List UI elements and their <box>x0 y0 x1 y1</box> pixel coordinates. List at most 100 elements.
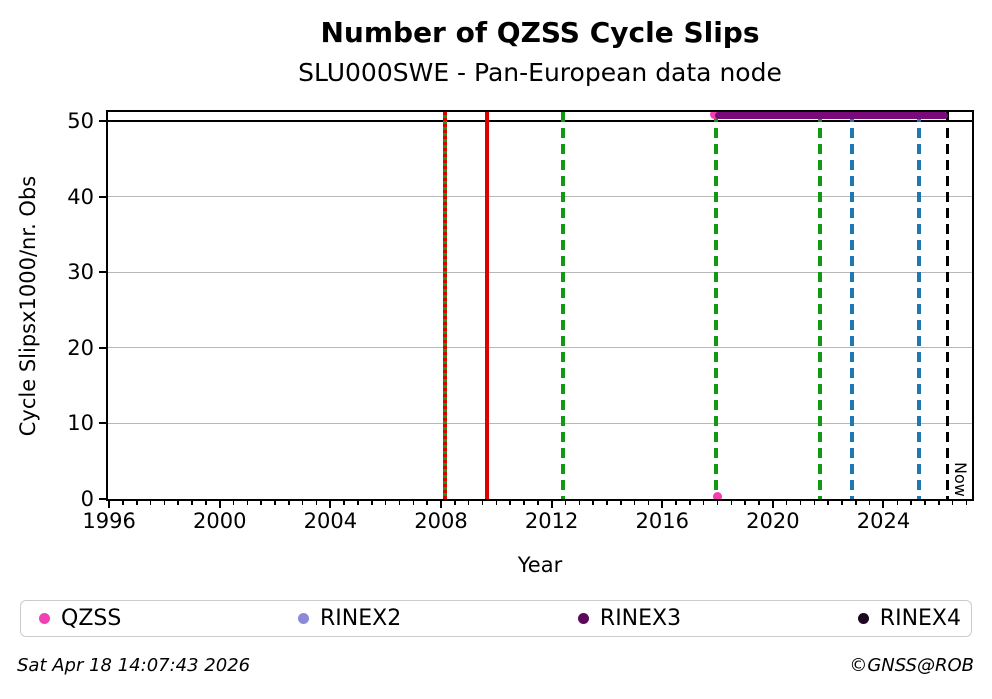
x-minor-tick <box>730 501 733 505</box>
chart-subtitle: SLU000SWE - Pan-European data node <box>298 58 782 87</box>
x-minor-tick <box>412 501 415 505</box>
y-tick-label: 20 <box>67 335 94 360</box>
x-minor-tick <box>495 501 498 505</box>
x-minor-tick <box>191 501 193 505</box>
x-minor-tick <box>523 501 525 505</box>
x-minor-tick <box>633 501 636 505</box>
x-minor-tick <box>315 501 318 505</box>
x-minor-tick <box>177 501 179 505</box>
x-minor-tick <box>232 501 235 505</box>
x-minor-tick <box>606 501 608 505</box>
x-minor-tick <box>855 501 857 505</box>
x-tick-label: 2020 <box>746 509 800 533</box>
y-tick-label: 50 <box>67 109 94 134</box>
x-tick-label: 2000 <box>192 509 247 533</box>
x-minor-tick <box>868 501 871 505</box>
event-line-overlay <box>443 112 448 499</box>
x-minor-tick <box>938 501 940 505</box>
x-minor-tick <box>454 501 456 505</box>
x-minor-tick <box>578 501 581 505</box>
gridline <box>108 196 972 198</box>
event-line <box>714 112 719 499</box>
x-minor-tick <box>149 501 152 505</box>
x-tick <box>329 501 332 508</box>
legend-item-qzss: QZSS <box>39 606 121 631</box>
legend-marker-icon <box>298 613 310 624</box>
event-line <box>945 112 949 499</box>
event-line <box>484 112 489 499</box>
x-minor-tick <box>716 501 719 505</box>
x-minor-tick <box>343 501 345 505</box>
x-minor-tick <box>799 501 802 505</box>
x-minor-tick <box>205 501 207 505</box>
x-tick <box>771 501 774 508</box>
x-axis-label: Year <box>517 553 563 577</box>
legend-marker-icon <box>857 613 869 624</box>
event-line <box>817 112 822 499</box>
y-tick-label: 0 <box>80 487 94 511</box>
x-minor-tick <box>384 501 387 505</box>
y-tick <box>99 195 106 198</box>
credit: ©GNSS@ROB <box>849 655 974 676</box>
y-axis-label: Cycle Slipsx1000/nr. Obs <box>16 175 40 437</box>
y-tick <box>99 498 106 500</box>
x-minor-tick <box>744 501 746 505</box>
gridline <box>108 271 972 273</box>
legend-item-rinex4: RINEX4 <box>857 606 961 631</box>
x-tick-label: 1996 <box>82 509 136 533</box>
x-tick-label: 2016 <box>635 509 689 533</box>
x-minor-tick <box>675 501 677 505</box>
chart-title: Number of QZSS Cycle Slips <box>320 16 760 49</box>
legend-label: RINEX3 <box>599 606 682 631</box>
x-minor-tick <box>371 501 373 505</box>
x-minor-tick <box>592 501 594 505</box>
x-minor-tick <box>702 501 705 505</box>
legend-marker-icon <box>577 613 589 624</box>
x-minor-tick <box>509 501 511 505</box>
x-minor-tick <box>758 501 760 505</box>
y-tick-label: 30 <box>67 260 94 285</box>
x-minor-tick <box>260 501 262 505</box>
timestamp: Sat Apr 18 14:07:43 2026 <box>17 655 251 676</box>
x-minor-tick <box>537 501 539 505</box>
legend-label: QZSS <box>61 606 122 631</box>
x-minor-tick <box>136 501 138 505</box>
threshold-line <box>108 120 972 123</box>
x-minor-tick <box>689 501 691 505</box>
x-minor-tick <box>426 501 428 505</box>
x-minor-tick <box>827 501 829 505</box>
y-tick <box>99 120 106 123</box>
x-tick <box>108 501 111 508</box>
x-minor-tick <box>481 501 484 505</box>
x-minor-tick <box>357 501 359 505</box>
y-tick-label: 10 <box>67 411 94 436</box>
x-minor-tick <box>163 501 166 505</box>
legend-marker-icon <box>39 613 50 624</box>
legend: QZSS RINEX2 RINEX3 RINEX4 <box>20 600 972 637</box>
event-line <box>560 112 565 499</box>
x-minor-tick <box>288 501 290 505</box>
x-tick-label: 2004 <box>303 509 358 533</box>
x-minor-tick <box>951 501 954 505</box>
x-minor-tick <box>564 501 567 505</box>
y-tick <box>99 346 106 349</box>
x-minor-tick <box>246 501 249 505</box>
x-tick <box>550 501 553 508</box>
x-minor-tick <box>924 501 926 505</box>
x-minor-tick <box>467 501 470 505</box>
legend-item-rinex2: RINEX2 <box>298 606 401 631</box>
x-minor-tick <box>896 501 899 505</box>
data-line-rinex3 <box>714 112 949 120</box>
gridline <box>108 422 972 424</box>
x-minor-tick <box>620 501 622 505</box>
event-line <box>917 112 922 499</box>
event-line <box>849 112 854 499</box>
y-tick-label: 40 <box>67 184 94 209</box>
y-tick <box>99 271 106 274</box>
x-tick-label: 2024 <box>856 509 911 533</box>
now-label: Now <box>951 462 971 497</box>
x-tick <box>218 501 221 508</box>
x-minor-tick <box>398 501 401 505</box>
y-tick <box>99 422 106 425</box>
